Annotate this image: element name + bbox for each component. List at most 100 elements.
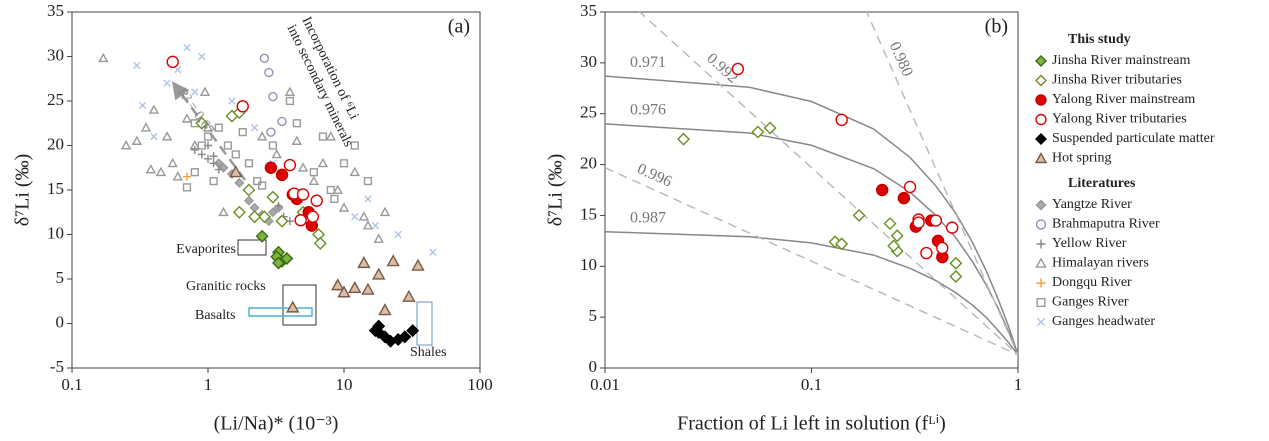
point <box>280 252 294 266</box>
point <box>183 43 191 52</box>
point <box>296 188 310 201</box>
point <box>271 148 282 159</box>
point <box>402 289 416 302</box>
y-tick-label: 25 <box>47 90 64 109</box>
point <box>883 217 897 231</box>
legend-marker <box>1036 239 1046 249</box>
point <box>929 214 943 227</box>
point <box>174 66 182 74</box>
point <box>232 205 246 219</box>
point <box>876 183 889 197</box>
point <box>131 135 143 145</box>
legend-marker <box>1035 94 1047 106</box>
point <box>275 214 289 228</box>
point <box>331 278 345 291</box>
point <box>363 176 373 186</box>
point <box>429 248 437 256</box>
legend-label: Yalong River tributaries <box>1052 112 1187 127</box>
model-curve <box>638 12 1018 356</box>
point <box>358 211 370 221</box>
y-tick-label: 10 <box>580 255 597 274</box>
point <box>243 195 254 206</box>
point <box>190 168 199 177</box>
point <box>890 229 904 243</box>
point <box>283 158 297 172</box>
point <box>350 141 359 150</box>
point <box>145 164 157 174</box>
point <box>310 194 323 207</box>
point <box>274 202 283 211</box>
point <box>264 161 278 174</box>
panel-label: (b) <box>985 16 1008 38</box>
curve-label: 0.996 <box>635 160 675 190</box>
y-tick-label: 10 <box>47 223 64 242</box>
point <box>318 132 328 141</box>
panel-label: (a) <box>448 16 470 38</box>
legend-marker <box>1035 219 1047 230</box>
point <box>163 79 171 87</box>
model-curve <box>605 75 1018 356</box>
point <box>248 210 262 224</box>
point <box>209 176 218 186</box>
legend-marker <box>1035 133 1047 145</box>
point <box>306 210 320 223</box>
point <box>267 207 278 218</box>
legend-marker <box>1036 278 1046 288</box>
point <box>291 135 303 145</box>
legend-marker <box>1035 55 1047 67</box>
y-tick-label: 35 <box>47 1 64 20</box>
y-tick-label: -5 <box>50 357 64 376</box>
point <box>411 258 425 271</box>
point <box>920 246 933 260</box>
point <box>214 123 223 132</box>
point <box>268 91 278 102</box>
point <box>372 267 386 280</box>
curve-label: 0.976 <box>630 102 666 119</box>
model-curve <box>865 12 1018 356</box>
point <box>337 285 351 298</box>
legend-label: Ganges headwater <box>1052 314 1155 329</box>
point <box>197 141 206 150</box>
point <box>199 86 211 97</box>
point <box>182 172 191 181</box>
point <box>677 132 691 146</box>
point <box>378 303 392 316</box>
legend-label: Brahmaputra River <box>1052 217 1160 232</box>
y-tick-label: 15 <box>47 179 64 198</box>
point <box>852 208 866 222</box>
point <box>258 181 267 190</box>
point <box>272 256 286 270</box>
point <box>912 216 925 229</box>
y-axis-label: δ⁷Li (‰) <box>545 154 567 227</box>
legend-label: Jinsha River mainstream <box>1052 53 1191 68</box>
point <box>897 191 911 205</box>
point <box>182 183 192 192</box>
shales-box <box>416 301 433 346</box>
field-label: Basalts <box>195 308 235 323</box>
point <box>204 154 212 163</box>
point <box>371 221 380 230</box>
legend-marker <box>1036 317 1046 327</box>
y-tick-label: 5 <box>589 306 598 325</box>
point <box>228 97 236 105</box>
point <box>373 233 384 243</box>
point <box>357 256 371 269</box>
point <box>364 195 372 203</box>
model-curve <box>605 166 1018 356</box>
y-tick-label: 20 <box>47 134 64 153</box>
point <box>297 162 309 172</box>
point <box>148 104 160 114</box>
point <box>284 86 296 97</box>
point <box>181 113 193 123</box>
point <box>325 131 337 141</box>
point <box>133 61 141 70</box>
point <box>294 214 307 227</box>
point <box>255 229 269 243</box>
point <box>949 269 963 283</box>
plot-frame <box>71 11 481 369</box>
x-tick-label: 10 <box>336 375 353 394</box>
point <box>286 300 300 313</box>
point <box>166 55 179 69</box>
